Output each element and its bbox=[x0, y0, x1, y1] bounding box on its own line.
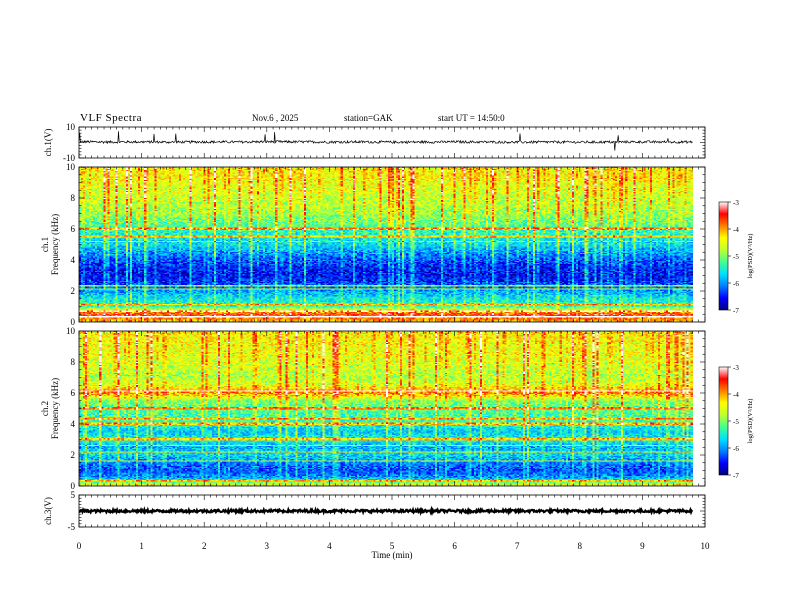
ch1-colorbar-tick-label: -6 bbox=[733, 280, 739, 288]
ch1-spectrogram-ytick-label: 0 bbox=[71, 317, 76, 327]
ch2-colorbar-bar bbox=[718, 366, 729, 476]
xtick-label: 6 bbox=[452, 541, 457, 551]
ch2-colorbar-tick-label: -3 bbox=[733, 364, 739, 372]
ch2-spectrogram bbox=[79, 331, 693, 486]
ch1-spectrogram-ytick-label: 10 bbox=[66, 162, 76, 172]
xtick-label: 0 bbox=[77, 541, 82, 551]
ch1-waveform-line bbox=[78, 131, 693, 151]
xtick-label: 5 bbox=[390, 541, 395, 551]
ch2-colorbar-tick-label: -5 bbox=[733, 418, 739, 426]
ch3-waveform-ylabel: ch.3(V) bbox=[43, 497, 53, 525]
ch2-spectrogram-ytick-label: 2 bbox=[71, 450, 76, 460]
ch2-spectrogram-ytick-label: 8 bbox=[71, 357, 76, 367]
ch3-waveform-ytick-label: 5 bbox=[71, 490, 76, 500]
ch1-colorbar: -3 -4 -5 -6 -7 log(PSD)(V²/Hz) bbox=[718, 199, 754, 315]
date-label: Nov.6 , 2025 bbox=[252, 113, 299, 123]
station-label: station=GAK bbox=[344, 113, 393, 123]
ch3-waveform-ytick-label: -5 bbox=[68, 522, 76, 532]
xtick-label: 3 bbox=[265, 541, 270, 551]
ch2-colorbar-label: log(PSD)(V²/Hz) bbox=[747, 399, 754, 444]
ch1-waveform-axes: 10 -10 ch.1(V) bbox=[43, 122, 706, 163]
ch1-spectrogram-ytick-label: 8 bbox=[71, 193, 76, 203]
ch1-colorbar-tick-label: -4 bbox=[733, 226, 739, 234]
ch2-spectrogram-ylabel-line1: ch.2 bbox=[40, 401, 50, 416]
ch1-colorbar-label: log(PSD)(V²/Hz) bbox=[747, 234, 754, 279]
xtick-label: 2 bbox=[202, 541, 207, 551]
ch2-spectrogram-ytick-label: 4 bbox=[71, 419, 76, 429]
ch1-colorbar-bar bbox=[718, 201, 729, 311]
ch2-colorbar-tick-label: -4 bbox=[733, 391, 739, 399]
xtick-label: 1 bbox=[139, 541, 144, 551]
ch3-waveform-axes: 5 -5 ch.3(V) 0 1 2 3 4 5 6 7 8 9 10 Time (min) bbox=[43, 490, 710, 560]
ch2-colorbar-tick-label: -6 bbox=[733, 445, 739, 453]
xtick-label: 4 bbox=[327, 541, 332, 551]
ch1-spectrogram-ytick-label: 4 bbox=[71, 255, 76, 265]
ch1-waveform-ytick-label: 10 bbox=[66, 122, 76, 132]
waveform-layer bbox=[78, 131, 694, 517]
xtick-label: 8 bbox=[578, 541, 583, 551]
ch2-spectrogram-ytick-label: 10 bbox=[66, 326, 76, 336]
colorbar-layer: -3 -4 -5 -6 -7 log(PSD)(V²/Hz) -3 -4 -5 -6 -7 log(P… bbox=[718, 199, 754, 480]
start-ut-label: start UT = 14:50:0 bbox=[438, 113, 505, 123]
chart-title: VLF Spectra bbox=[80, 112, 143, 124]
ch1-spectrogram-ylabel-line2: Frequency (kHz) bbox=[50, 214, 60, 275]
ch2-spectrogram-ylabel-line2: Frequency (kHz) bbox=[50, 378, 60, 439]
ch1-colorbar-tick-label: -7 bbox=[733, 307, 739, 315]
xaxis-label: Time (min) bbox=[372, 550, 413, 560]
ch1-colorbar-tick-label: -5 bbox=[733, 253, 739, 261]
ch1-waveform-ylabel: ch.1(V) bbox=[43, 129, 53, 157]
ch1-colorbar-tick-label: -3 bbox=[733, 199, 739, 207]
xtick-label: 7 bbox=[515, 541, 520, 551]
ch1-waveform-ytick-label: -10 bbox=[63, 153, 75, 163]
xtick-label: 9 bbox=[640, 541, 645, 551]
ch1-spectrogram-ytick-label: 2 bbox=[71, 286, 76, 296]
ch1-spectrogram-ylabel-line1: ch.1 bbox=[40, 237, 50, 252]
ch2-colorbar: -3 -4 -5 -6 -7 log(PSD)(V²/Hz) bbox=[718, 364, 754, 480]
ch2-spectrogram-ytick-label: 0 bbox=[71, 481, 76, 491]
ch1-spectrogram bbox=[79, 167, 693, 322]
ch2-spectrogram-axes: 0 2 4 6 8 10 ch.2 Frequency (kHz) bbox=[40, 326, 706, 491]
ch1-spectrogram-ytick-label: 6 bbox=[71, 224, 76, 234]
ch2-colorbar-tick-label: -7 bbox=[733, 472, 739, 480]
ch3-waveform-line bbox=[78, 505, 694, 517]
ch2-spectrogram-ytick-label: 6 bbox=[71, 388, 76, 398]
spectrogram-layer bbox=[79, 167, 693, 486]
ch1-spectrogram-axes: 0 2 4 6 8 10 ch.1 Frequency (kHz) bbox=[40, 162, 706, 327]
xtick-label: 10 bbox=[701, 541, 711, 551]
